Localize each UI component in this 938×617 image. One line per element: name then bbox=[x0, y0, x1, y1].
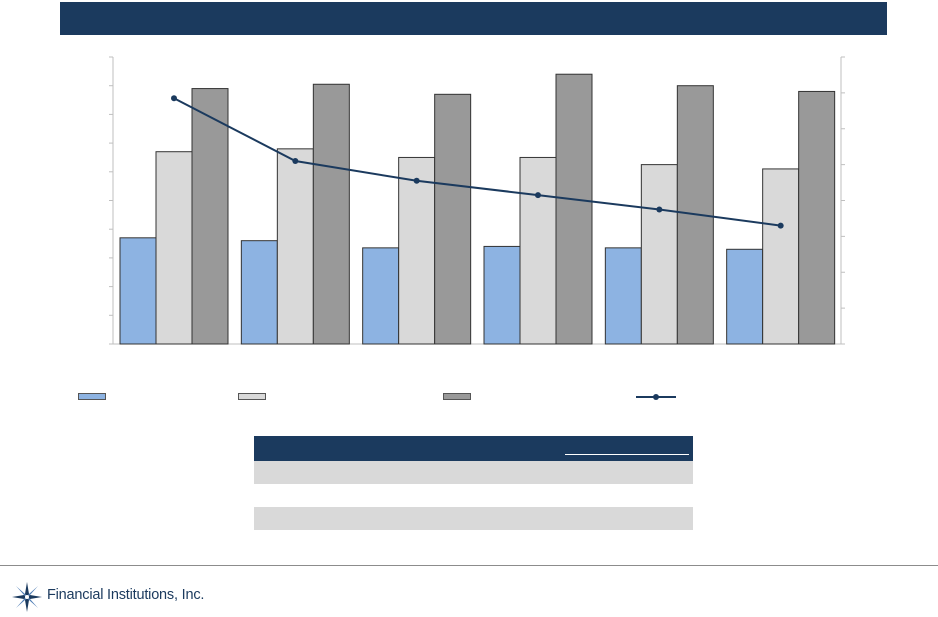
legend-swatch-series-1 bbox=[78, 393, 106, 400]
bar bbox=[483, 245, 521, 345]
bar bbox=[604, 247, 642, 345]
bar bbox=[434, 93, 472, 345]
footer-divider bbox=[0, 565, 938, 566]
line-point bbox=[535, 192, 541, 199]
bar bbox=[276, 148, 314, 345]
legend-swatch-series-3 bbox=[443, 393, 471, 400]
table-row bbox=[254, 507, 693, 530]
legend bbox=[0, 390, 938, 404]
bar bbox=[191, 88, 229, 345]
bar bbox=[726, 248, 764, 345]
company-name: Financial Institutions, Inc. bbox=[47, 587, 205, 603]
table-row bbox=[254, 484, 693, 507]
bar bbox=[155, 151, 193, 345]
bar bbox=[640, 164, 678, 345]
title-bar bbox=[60, 2, 887, 35]
bar bbox=[762, 168, 800, 345]
data-table bbox=[254, 436, 693, 530]
bar bbox=[519, 156, 557, 345]
legend-swatch-series-2 bbox=[238, 393, 266, 400]
table-row bbox=[254, 461, 693, 484]
bar bbox=[312, 83, 350, 345]
bar bbox=[398, 156, 436, 345]
bar bbox=[119, 237, 157, 345]
legend-line-marker bbox=[653, 394, 659, 400]
table-header bbox=[254, 436, 693, 461]
line-point bbox=[656, 206, 663, 213]
table-header-underline bbox=[565, 454, 689, 455]
line-point bbox=[413, 177, 420, 184]
bar bbox=[362, 247, 400, 345]
line-point bbox=[292, 158, 299, 165]
line-point bbox=[777, 222, 784, 229]
line-series bbox=[173, 97, 781, 227]
line-point bbox=[171, 95, 177, 102]
combo-chart bbox=[109, 56, 845, 345]
bar bbox=[798, 90, 836, 345]
bar bbox=[240, 240, 278, 345]
company-logo-icon bbox=[12, 582, 42, 612]
bar bbox=[555, 73, 593, 345]
